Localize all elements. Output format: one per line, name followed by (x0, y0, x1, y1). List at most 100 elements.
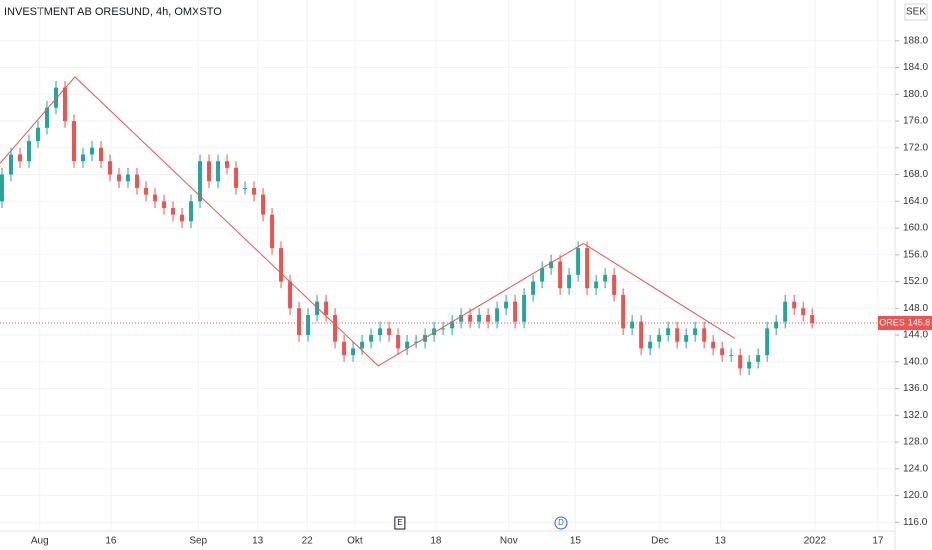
candle-body (405, 341, 410, 349)
candle-body (747, 361, 752, 369)
y-tick-label: 188.0 (903, 35, 928, 46)
symbol-tag (878, 316, 906, 331)
y-tick-label: 124.0 (903, 463, 928, 474)
y-tick-label: 136.0 (903, 383, 928, 394)
candle-body (711, 341, 716, 349)
candle-body (585, 248, 590, 289)
candle-body (684, 335, 689, 342)
candle-body (567, 274, 572, 289)
x-tick-label: 13 (252, 536, 264, 547)
candle-body (360, 341, 365, 349)
candle-body (648, 341, 653, 349)
candle-body (675, 328, 680, 342)
x-tick-label: Okt (347, 536, 363, 547)
y-tick-label: 176.0 (903, 116, 928, 127)
candle-body (738, 355, 743, 369)
x-tick-label: Sep (189, 536, 207, 547)
y-tick-label: 172.0 (903, 142, 928, 153)
y-tick-label: 184.0 (903, 62, 928, 73)
candle-body (180, 214, 185, 222)
x-tick-label: Dec (651, 536, 669, 547)
candle-body (234, 167, 239, 188)
candle-body (351, 348, 356, 356)
candle-body (342, 341, 347, 356)
candle-body (108, 161, 113, 175)
candle-body (288, 281, 293, 309)
candle-body (630, 321, 635, 329)
x-tick-label: 16 (105, 536, 117, 547)
candle-body (477, 314, 482, 322)
candle-body (0, 174, 4, 202)
currency: SEK (906, 7, 926, 18)
candle-body (441, 328, 446, 330)
x-tick-label: 17 (872, 536, 884, 547)
candle-body (198, 161, 203, 202)
candle-body (270, 214, 275, 249)
x-tick-label: 15 (570, 536, 582, 547)
y-tick-label: 120.0 (903, 490, 928, 501)
x-tick-label: Aug (31, 536, 49, 547)
candle-body (306, 314, 311, 336)
price-tag (906, 316, 932, 331)
candle-body (126, 174, 131, 182)
candle-body (486, 314, 491, 322)
candle-body (53, 87, 58, 108)
candle-body (639, 321, 644, 349)
trend-drawing (0, 76, 736, 367)
candle-body (333, 314, 338, 342)
candle-body (531, 281, 536, 295)
y-tick-label: 180.0 (903, 89, 928, 100)
x-tick-label: 13 (715, 536, 727, 547)
candle-body (522, 294, 527, 322)
event-label: D (558, 518, 564, 527)
candle-body (99, 147, 104, 162)
candle-body (189, 201, 194, 222)
candle-body (810, 314, 815, 324)
candle-body (279, 248, 284, 282)
candle-body (225, 161, 230, 168)
candle-body (90, 147, 95, 155)
candle-body (513, 301, 518, 322)
candle-body (252, 187, 257, 195)
candle-body (603, 274, 608, 282)
candle-body (657, 335, 662, 342)
price-label: 145.8 (908, 317, 931, 327)
candle-body (504, 301, 509, 309)
candle-body (729, 355, 734, 357)
candle-body (414, 341, 419, 343)
candle-body (756, 355, 761, 362)
candle-body (135, 174, 140, 188)
candle-body (459, 314, 464, 322)
candle-body (207, 161, 212, 182)
x-tick-label: Nov (500, 536, 518, 547)
candle-body (17, 154, 22, 162)
event-label: E (397, 518, 402, 527)
candle-body (62, 87, 67, 122)
candle-body (792, 301, 797, 309)
candle-body (81, 154, 86, 162)
candle-body (450, 321, 455, 329)
candle-body (71, 121, 76, 162)
candle-body (117, 174, 122, 182)
y-tick-label: 168.0 (903, 169, 928, 180)
symbol-label: ORES (879, 317, 905, 327)
candle-body (558, 261, 563, 289)
candle-body (549, 261, 554, 269)
event-marker (394, 516, 406, 530)
candle-body (369, 335, 374, 342)
candle-body (144, 187, 149, 195)
y-tick-label: 144.0 (903, 330, 928, 341)
candle-body (324, 301, 329, 315)
candle-body (495, 308, 500, 322)
candle-body (35, 127, 40, 142)
x-tick-label: 2022 (804, 536, 827, 547)
candle-body (783, 301, 788, 322)
event-marker (554, 516, 568, 530)
y-tick-label: 152.0 (903, 276, 928, 287)
candle-body (378, 328, 383, 336)
chart-title: INVESTMENT AB ORESUND, 4h, OMXSTO (4, 6, 222, 18)
candle-body (261, 194, 266, 215)
currency-box[interactable] (904, 3, 928, 21)
